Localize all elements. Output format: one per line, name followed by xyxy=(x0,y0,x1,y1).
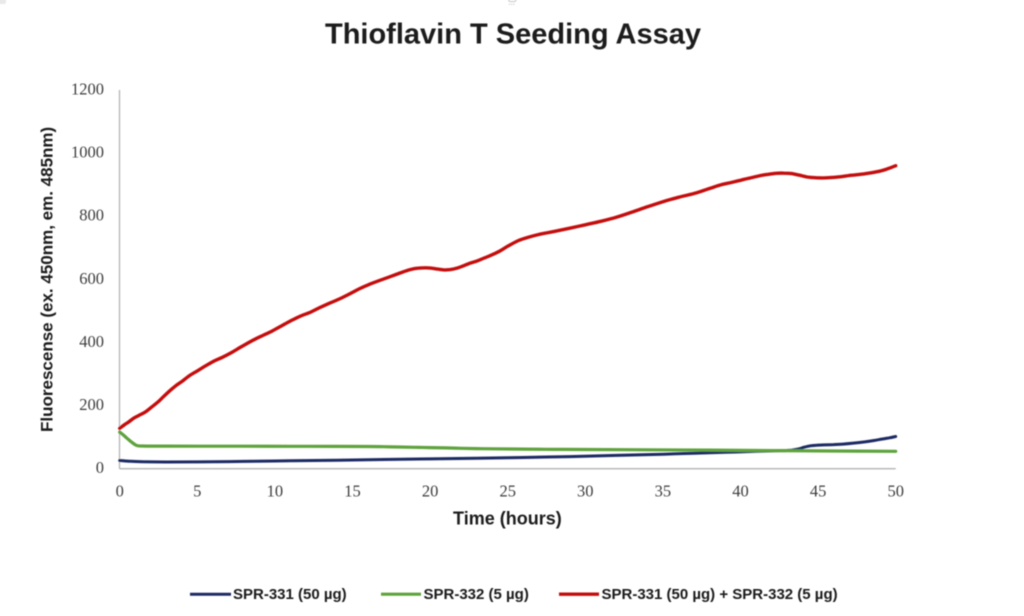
svg-text:SPR-331 (50 µg) + SPR-332 (5 µ: SPR-331 (50 µg) + SPR-332 (5 µg) xyxy=(602,586,838,603)
svg-text:800: 800 xyxy=(79,206,104,225)
svg-text:400: 400 xyxy=(79,332,104,351)
svg-text:35: 35 xyxy=(655,482,672,501)
svg-text:0: 0 xyxy=(96,458,104,477)
svg-text:600: 600 xyxy=(79,269,104,288)
svg-text:200: 200 xyxy=(79,395,104,414)
svg-text:Time (hours): Time (hours) xyxy=(453,509,562,529)
svg-text:30: 30 xyxy=(577,482,594,501)
svg-text:20: 20 xyxy=(422,482,439,501)
svg-text:1000: 1000 xyxy=(71,143,104,162)
svg-text:Thioflavin T Seeding Assay: Thioflavin T Seeding Assay xyxy=(325,19,701,51)
svg-text:40: 40 xyxy=(732,482,749,501)
svg-text:10: 10 xyxy=(267,482,284,501)
svg-text:25: 25 xyxy=(499,482,516,501)
svg-text:1200: 1200 xyxy=(71,80,104,99)
svg-text:SPR-331 (50 µg): SPR-331 (50 µg) xyxy=(233,586,347,603)
svg-text:SPR-332 (5 µg): SPR-332 (5 µg) xyxy=(424,586,529,603)
svg-text:Fluorescense (ex. 450nm, em. 4: Fluorescense (ex. 450nm, em. 485nm) xyxy=(38,127,57,432)
svg-text:50: 50 xyxy=(887,482,904,501)
svg-text:0: 0 xyxy=(116,482,124,501)
svg-text:15: 15 xyxy=(344,482,361,501)
svg-text:45: 45 xyxy=(810,482,827,501)
svg-text:5: 5 xyxy=(193,482,201,501)
